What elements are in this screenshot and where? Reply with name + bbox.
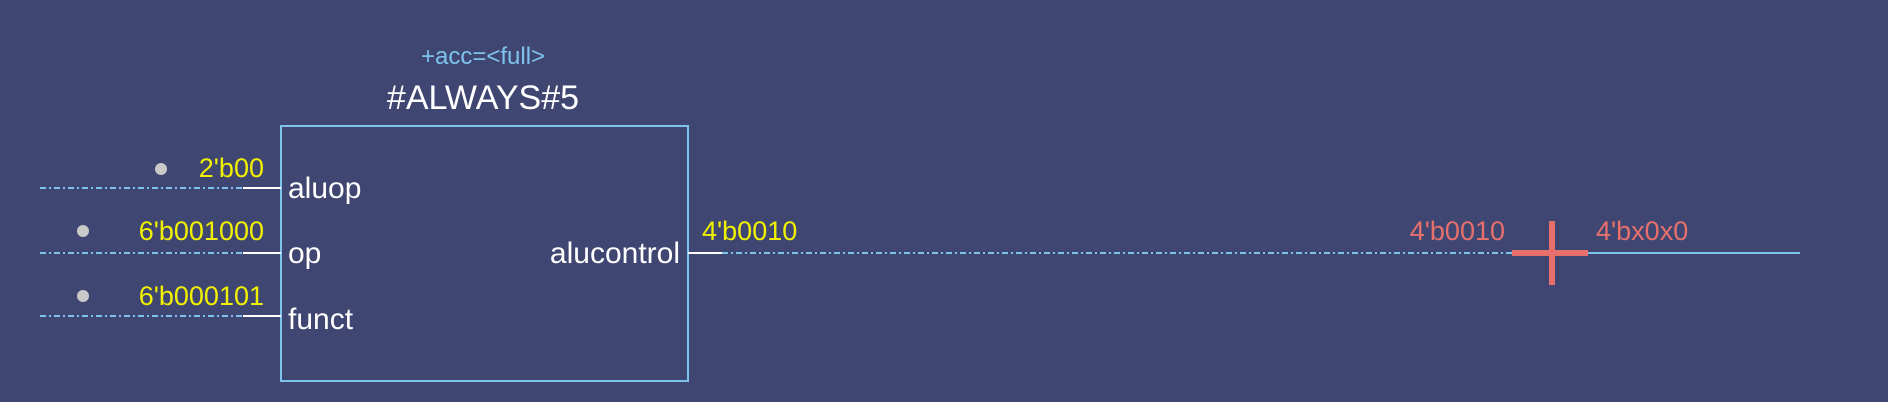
block-title[interactable]: #ALWAYS#5 <box>387 79 579 117</box>
port-label-funct: funct <box>288 303 354 336</box>
pin-dot-icon <box>77 290 89 302</box>
input-value-op: 6'b001000 <box>139 216 264 246</box>
port-label-op: op <box>288 237 321 270</box>
cursor-left-value: 4'b0010 <box>1410 216 1505 246</box>
cursor-right-value: 4'bx0x0 <box>1596 216 1688 246</box>
pin-dot-icon <box>77 225 89 237</box>
port-label-aluop: aluop <box>288 172 361 205</box>
port-label-alucontrol: alucontrol <box>550 237 680 270</box>
input-value-funct: 6'b000101 <box>139 281 264 311</box>
cursor-cross-icon[interactable] <box>1512 221 1588 285</box>
output-value-alucontrol: 4'b0010 <box>702 216 797 246</box>
input-value-aluop: 2'b00 <box>199 153 264 183</box>
pin-dot-icon <box>155 163 167 175</box>
block-attribute: +acc=<full> <box>421 43 545 70</box>
